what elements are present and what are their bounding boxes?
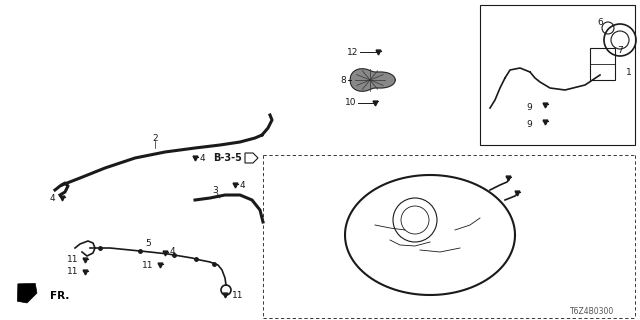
Text: 9: 9 <box>526 119 532 129</box>
Text: 7: 7 <box>617 45 623 54</box>
Polygon shape <box>350 69 396 91</box>
Text: 4: 4 <box>170 246 175 255</box>
Text: 4: 4 <box>240 180 246 189</box>
Text: 5: 5 <box>145 238 151 247</box>
Text: 11: 11 <box>67 268 78 276</box>
Polygon shape <box>17 284 37 303</box>
Text: 11: 11 <box>67 255 78 265</box>
Text: 12: 12 <box>347 47 358 57</box>
Text: FR.: FR. <box>50 291 69 301</box>
Text: 4: 4 <box>49 194 55 203</box>
Text: 11: 11 <box>141 260 153 269</box>
Text: 8: 8 <box>340 76 346 84</box>
Text: 9: 9 <box>526 102 532 111</box>
Text: T6Z4B0300: T6Z4B0300 <box>570 308 614 316</box>
Text: 11: 11 <box>232 291 243 300</box>
Text: 1: 1 <box>626 68 632 76</box>
Text: B-3-5: B-3-5 <box>213 153 242 163</box>
Text: 10: 10 <box>344 98 356 107</box>
Text: 6: 6 <box>597 18 603 27</box>
Text: 4: 4 <box>200 154 205 163</box>
Text: 2: 2 <box>152 133 158 142</box>
Text: 3: 3 <box>212 186 218 195</box>
